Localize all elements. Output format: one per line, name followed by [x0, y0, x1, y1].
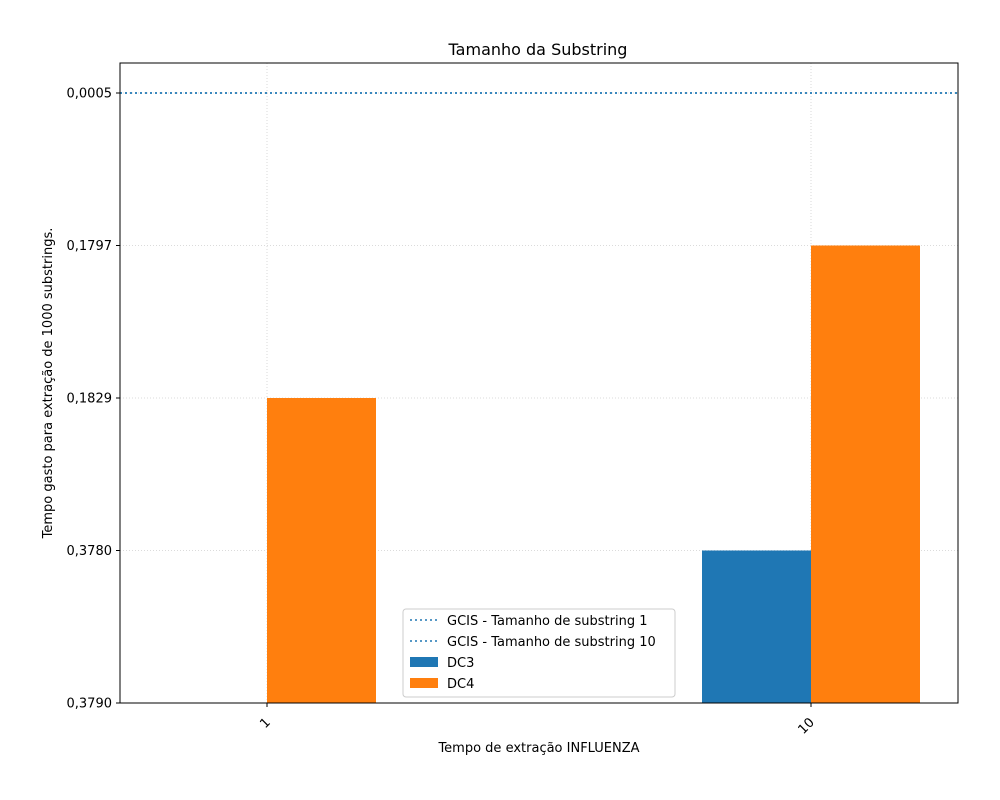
y-axis-label: Tempo gasto para extração de 1000 substr…: [41, 228, 56, 540]
legend-label-gcis-10: GCIS - Tamanho de substring 10: [447, 635, 656, 650]
bar-dc4-1: [267, 398, 376, 703]
plot-frame: [119, 62, 959, 704]
legend: GCIS - Tamanho de substring 1 GCIS - Tam…: [402, 608, 676, 698]
bar-dc3-10: [702, 550, 811, 703]
legend-swatch-dc3: [410, 657, 438, 667]
legend-box: [402, 608, 676, 698]
y-axis-ticks: 0,3790 0,3780 0,1829 0,1797 0,0005: [67, 87, 120, 712]
legend-label-dc4: DC4: [447, 677, 474, 692]
x-axis-label: Tempo de extração INFLUENZA: [437, 741, 639, 756]
y-tick-label: 0,3780: [67, 544, 113, 559]
y-tick-label: 0,0005: [67, 87, 113, 102]
chart-title: Tamanho da Substring: [448, 40, 628, 59]
legend-swatch-dc4: [410, 678, 438, 688]
y-tick-label: 0,3790: [67, 697, 113, 712]
legend-label-gcis-1: GCIS - Tamanho de substring 1: [447, 614, 648, 629]
x-axis-ticks: 1 10: [257, 703, 818, 738]
x-tick-label: 10: [796, 715, 818, 737]
bar-dc4-10: [811, 245, 920, 703]
y-tick-label: 0,1797: [67, 239, 113, 254]
bars: [267, 245, 920, 703]
legend-label-dc3: DC3: [447, 656, 474, 671]
y-tick-label: 0,1829: [67, 392, 113, 407]
x-tick-label: 1: [257, 715, 273, 731]
